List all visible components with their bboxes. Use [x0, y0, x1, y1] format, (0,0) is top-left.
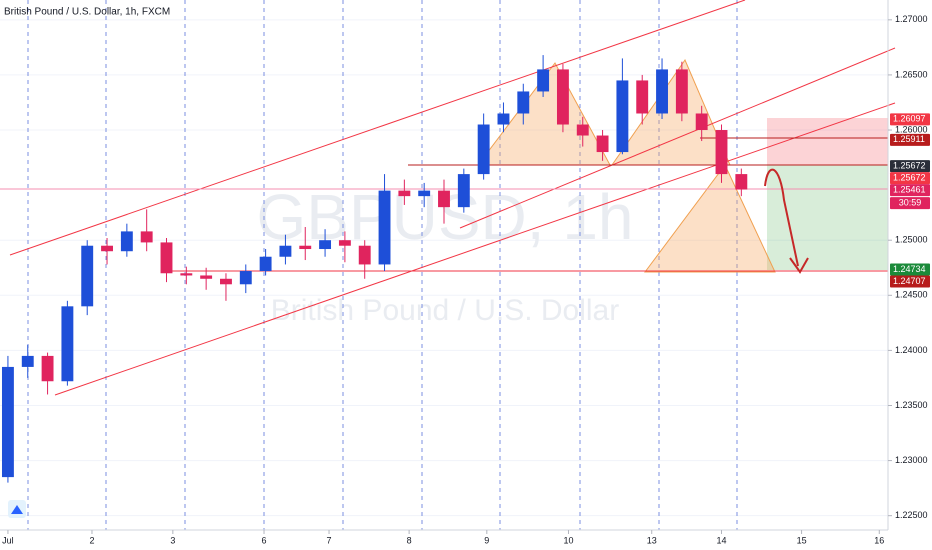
channel-line: [54, 102, 896, 396]
y-tick-label: 1.26500: [895, 69, 928, 79]
y-tick-label: 1.26000: [895, 124, 928, 134]
price-tag: [890, 113, 930, 126]
candle-body: [715, 130, 728, 175]
candle-body: [338, 240, 351, 246]
candle-body: [81, 245, 94, 307]
candle-body: [596, 135, 609, 153]
price-tag: [890, 172, 930, 185]
price-tags: 1.26097 1.25911 1.25672 1.25672 1.25461 30:59…: [890, 113, 930, 288]
y-tick-label: 1.23000: [895, 455, 928, 465]
y-tick-label: 1.24500: [895, 290, 928, 300]
y-tick-label: 1.24000: [895, 345, 928, 355]
candle-body: [616, 80, 629, 153]
candle-body: [259, 256, 272, 272]
countdown-tag: [890, 197, 930, 210]
watermark-sub: British Pound / U.S. Dollar: [271, 294, 619, 327]
price-tag-label: 1.24734: [893, 264, 926, 274]
chart-title: British Pound / U.S. Dollar, 1h, FXCM: [4, 7, 170, 18]
x-tick-label: Jul: [2, 535, 14, 545]
candle-body: [675, 69, 688, 114]
candle-body: [299, 245, 312, 250]
countdown: 30:59: [899, 198, 922, 208]
pattern-triangle: [644, 164, 776, 273]
x-tick-label: 3: [170, 535, 175, 545]
candle-body: [418, 190, 431, 197]
y-tick-label: 1.23500: [895, 400, 928, 410]
candle-body: [101, 245, 113, 252]
candle-body: [279, 245, 292, 257]
candle-body: [735, 174, 748, 190]
candle-body: [636, 80, 649, 114]
y-tick-label: 1.22500: [895, 510, 928, 520]
target-zone: [767, 165, 888, 270]
candle-body: [41, 355, 54, 382]
x-tick-label: 7: [327, 535, 332, 545]
price-tag-label: 1.25672: [893, 173, 926, 183]
candle-body: [200, 275, 213, 279]
y-tick-label: 1.27000: [895, 14, 928, 24]
price-tag-label: 1.25672: [893, 161, 926, 171]
candle-body: [220, 278, 232, 285]
candles: [1, 55, 748, 483]
x-tick-label: 16: [874, 535, 884, 545]
price-tag: [890, 263, 930, 276]
candle-body: [497, 113, 510, 125]
candle-body: [656, 69, 668, 114]
candle-body: [556, 69, 569, 125]
arrow-head: [789, 257, 809, 274]
candle-body: [160, 242, 173, 274]
price-tag: [890, 275, 930, 288]
candle-body: [695, 113, 708, 131]
candle-body: [140, 231, 153, 243]
candle-body: [378, 190, 391, 265]
x-tick-label: 6: [262, 535, 267, 545]
candle-body: [517, 91, 530, 114]
projection-arrow: [764, 168, 799, 267]
price-tag-label: 1.26097: [893, 114, 926, 124]
channel-line: [459, 47, 896, 229]
channel-line: [9, 0, 746, 256]
x-tick-label: 15: [797, 535, 807, 545]
candle-body: [1, 366, 14, 478]
logo-icon: [11, 505, 23, 514]
candle-body: [180, 273, 193, 276]
candle-body: [21, 355, 34, 367]
candle-body: [239, 271, 252, 285]
candle-body: [120, 231, 133, 252]
x-tick-label: 8: [407, 535, 412, 545]
candle-body: [457, 174, 470, 208]
x-tick-label: 10: [563, 535, 573, 545]
candle-body: [477, 124, 490, 175]
y-tick-label: 1.25000: [895, 235, 928, 245]
x-tick-label: 14: [716, 535, 726, 545]
price-tag-label: 1.25461: [893, 185, 926, 195]
x-tick-label: 13: [647, 535, 657, 545]
candle-body: [438, 190, 450, 208]
x-tick-label: 9: [484, 535, 489, 545]
candle-body: [319, 240, 332, 250]
price-tag: [890, 160, 930, 173]
stop-zone: [767, 118, 888, 165]
candle-body: [61, 306, 74, 382]
candle-body: [358, 245, 371, 265]
price-tag: [890, 184, 930, 197]
price-tag-label: 1.24707: [893, 276, 926, 286]
candle-body: [398, 190, 411, 197]
x-tick-label: 2: [89, 535, 94, 545]
price-tag-label: 1.25911: [893, 134, 925, 144]
price-tag: [890, 133, 930, 146]
candle-body: [576, 124, 589, 136]
candle-body: [537, 69, 550, 92]
